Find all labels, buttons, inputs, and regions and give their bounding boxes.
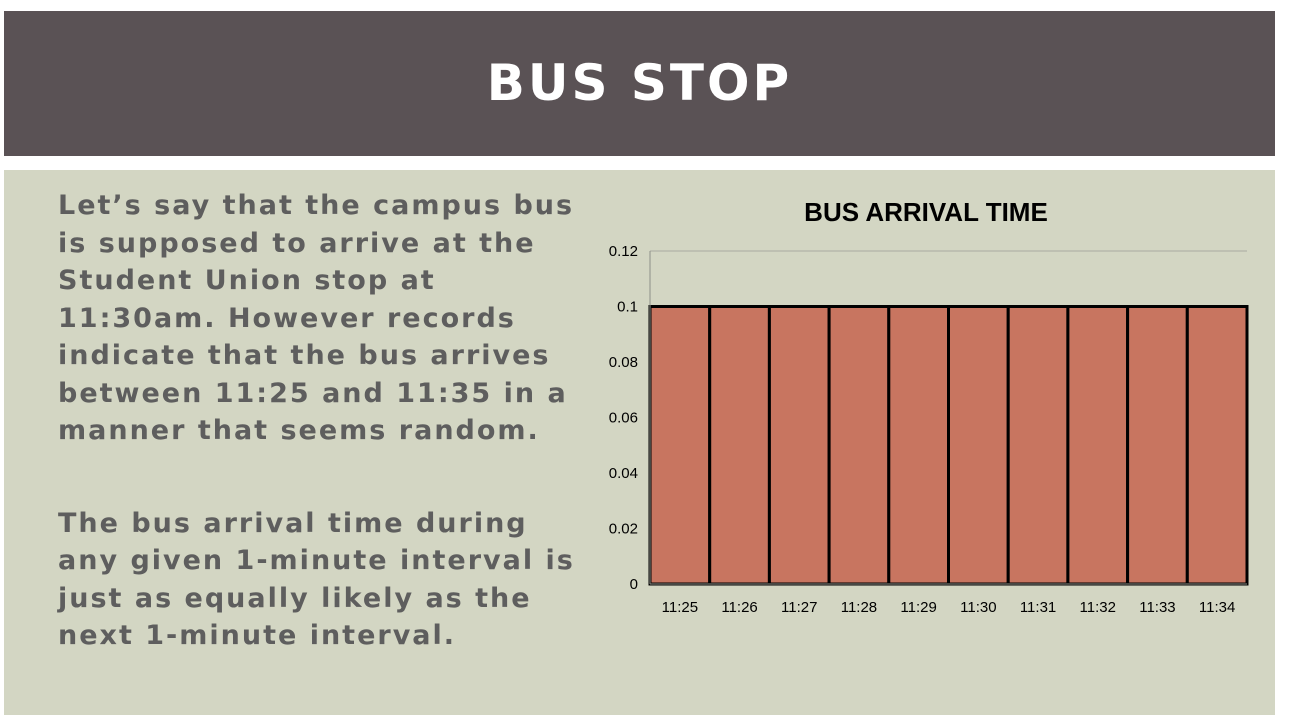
bar [1006, 305, 1070, 586]
chart-svg: BUS ARRIVAL TIME 0 0.02 0.04 0.06 0.08 0.1 0.1… [609, 197, 1249, 616]
bar [1066, 305, 1130, 586]
bar [1126, 305, 1189, 586]
bar-layer [648, 305, 1249, 586]
paragraph-1: Let’s say that the campus bus is suppose… [58, 190, 575, 446]
y-tick-label: 0.02 [609, 521, 638, 538]
slide-title: BUS STOP [486, 53, 793, 112]
x-tick-label: 11:31 [1020, 599, 1056, 616]
y-tick-label: 0 [630, 576, 638, 593]
body-text: Let’s say that the campus bus is suppose… [58, 187, 578, 655]
x-tick-label: 11:25 [662, 599, 698, 616]
y-tick-label: 0.06 [609, 410, 638, 427]
x-tick-label: 11:34 [1199, 599, 1235, 616]
y-tick-label: 0.1 [617, 299, 638, 316]
bar [648, 305, 712, 586]
bar [767, 305, 831, 586]
x-tick-label: 11:30 [960, 599, 996, 616]
x-tick-label: 11:27 [781, 599, 817, 616]
bar [887, 305, 950, 586]
paragraph-2: The bus arrival time during any given 1-… [58, 507, 575, 652]
bar [708, 305, 771, 586]
bar-chart: BUS ARRIVAL TIME 0 0.02 0.04 0.06 0.08 0.1 0.1… [590, 185, 1270, 625]
y-tick-label: 0.08 [609, 354, 638, 371]
y-tick-labels: 0 0.02 0.04 0.06 0.08 0.1 0.12 [609, 243, 638, 593]
x-tick-label: 11:26 [721, 599, 757, 616]
x-tick-label: 11:33 [1139, 599, 1175, 616]
axis-layer [649, 251, 1247, 585]
bar [827, 305, 891, 586]
x-tick-label: 11:29 [900, 599, 936, 616]
y-tick-label: 0.12 [609, 243, 638, 260]
chart-title: BUS ARRIVAL TIME [804, 197, 1048, 227]
x-tick-labels: 11:25 11:26 11:27 11:28 11:29 11:30 11:31 11:32… [662, 599, 1236, 616]
title-bar: BUS STOP [4, 11, 1275, 156]
x-tick-label: 11:32 [1080, 599, 1116, 616]
bar [947, 305, 1010, 586]
bar [1185, 305, 1249, 586]
x-tick-label: 11:28 [841, 599, 877, 616]
y-tick-label: 0.04 [609, 465, 638, 482]
